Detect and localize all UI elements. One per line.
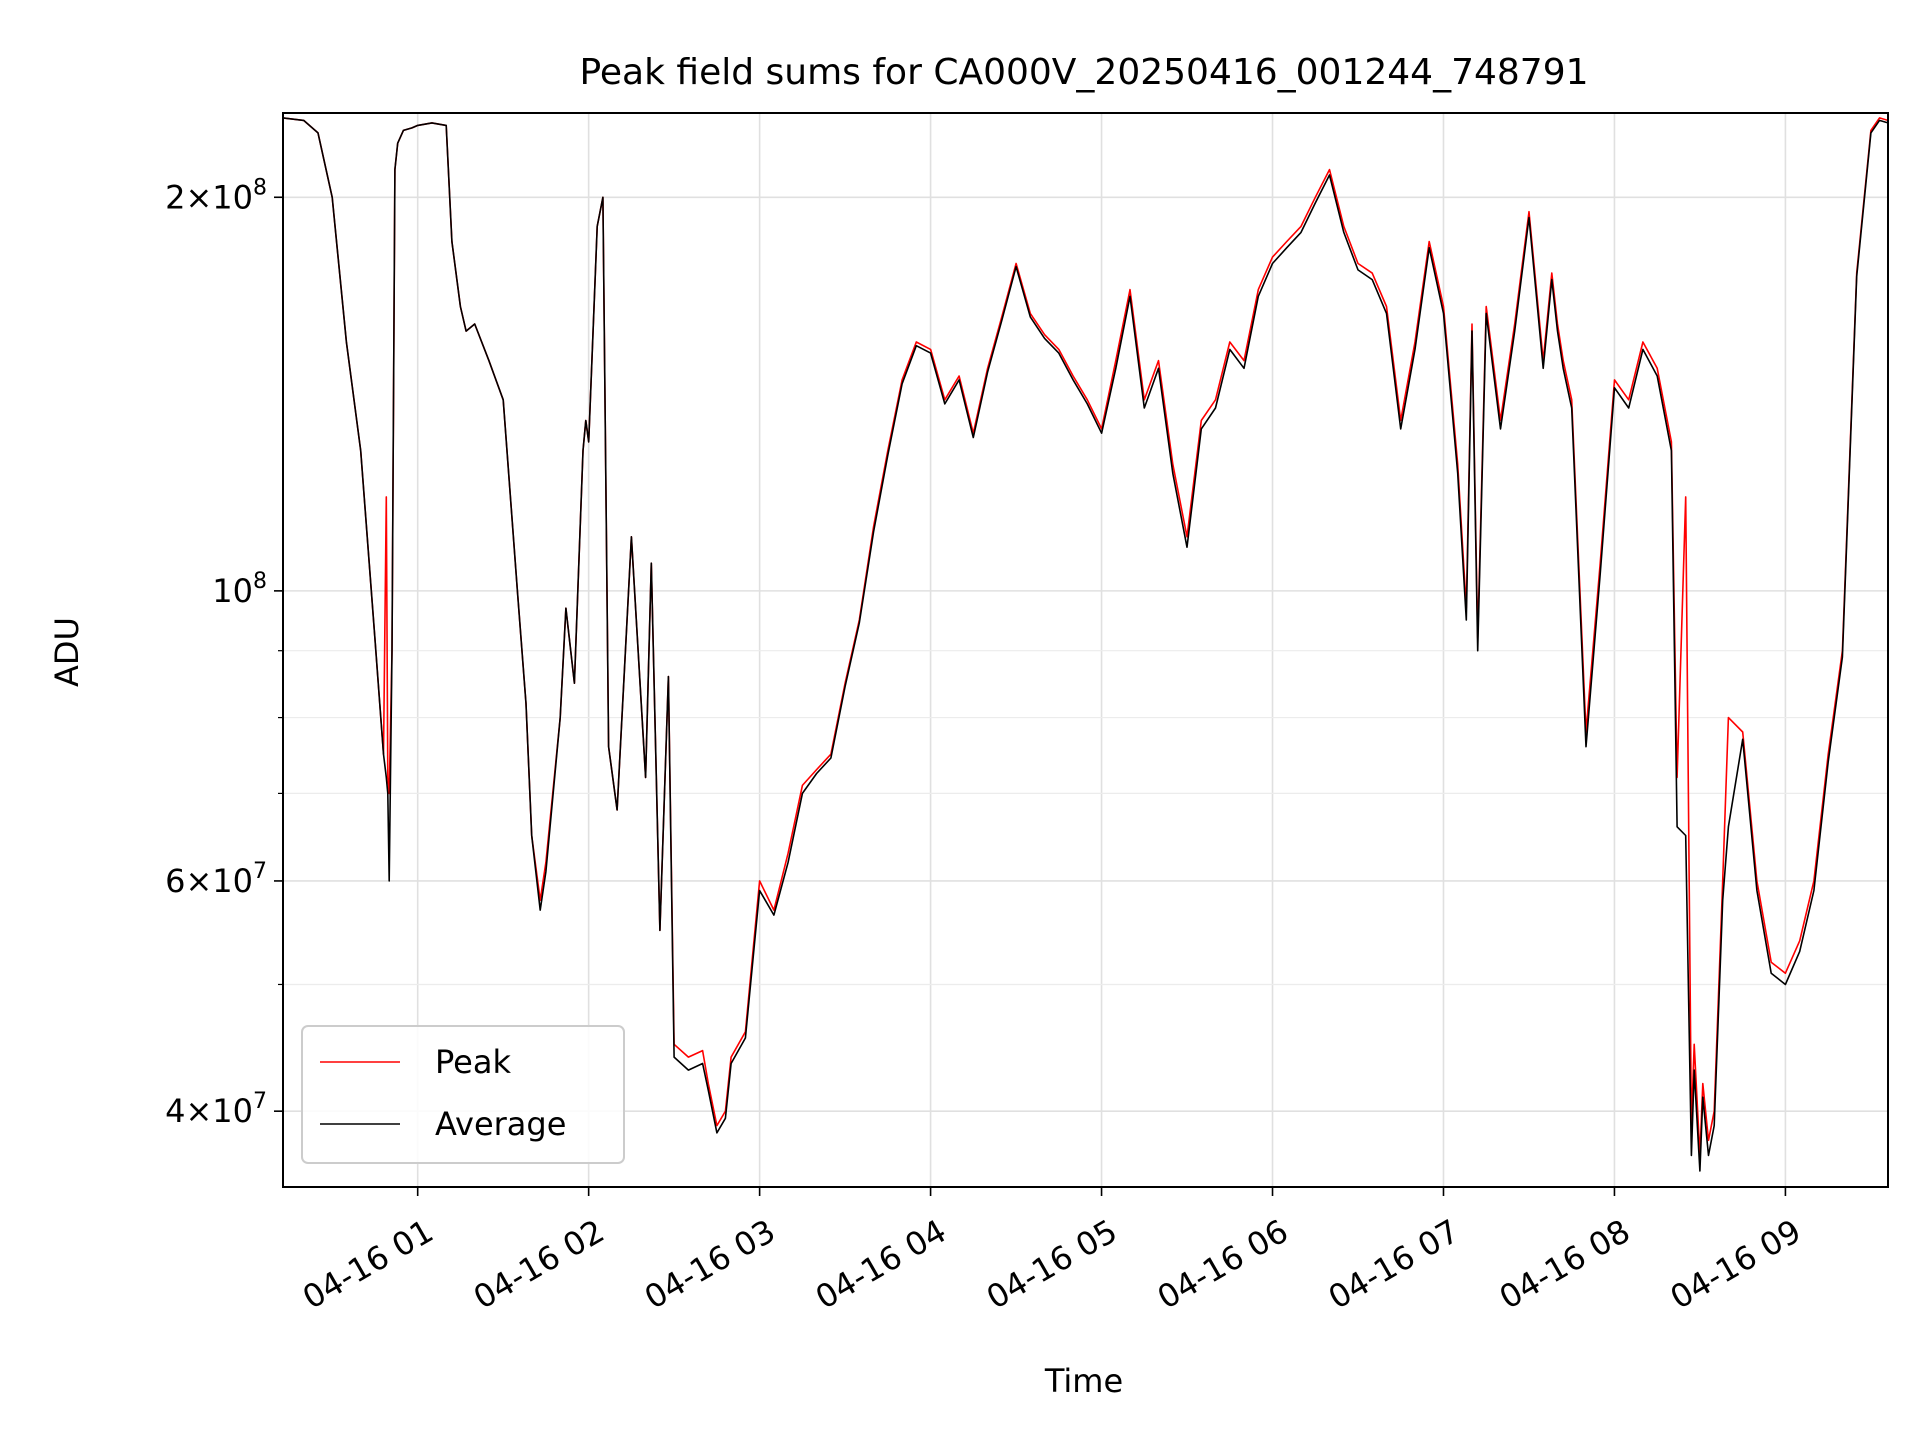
grid — [283, 113, 1888, 1187]
y-axis-ticks: 4×107 6×107 108 2×108 — [165, 175, 283, 1130]
series-layer — [283, 117, 1888, 1172]
chart-title: Peak field sums for CA000V_20250416_0012… — [579, 52, 1588, 93]
series-line-average — [283, 117, 1888, 1172]
legend-peak-label: Peak — [435, 1043, 511, 1081]
legend-box — [301, 1025, 625, 1164]
plot-frame — [282, 112, 1889, 1188]
legend-average-label: Average — [435, 1105, 566, 1143]
y-axis-label: ADU — [48, 617, 86, 687]
y-tick-label: 2×108 — [165, 175, 267, 216]
y-tick-label: 4×107 — [165, 1089, 267, 1130]
y-tick-label: 108 — [212, 569, 267, 610]
x-axis-label: Time — [1044, 1362, 1123, 1400]
y-tick-label: 6×107 — [165, 859, 267, 900]
legend: Peak Average — [301, 1025, 625, 1164]
